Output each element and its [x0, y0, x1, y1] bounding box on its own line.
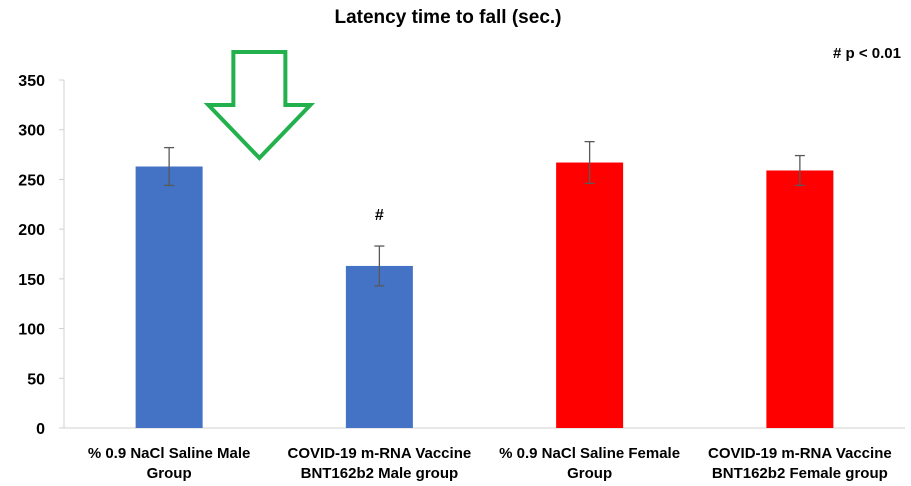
- y-tick-label: 250: [18, 172, 45, 189]
- x-category-label: COVID-19 m-RNA Vaccine: [708, 445, 892, 462]
- significance-markers: #: [375, 207, 384, 224]
- bars: [135, 162, 834, 429]
- x-category-label: % 0.9 NaCl Saline Female: [499, 445, 680, 462]
- y-tick-label: 100: [18, 322, 45, 339]
- y-tick-label: 150: [18, 272, 45, 289]
- bar: [135, 166, 203, 428]
- y-axis: 0 50 100 150 200 250 300 350: [18, 73, 65, 438]
- x-category-label: BNT162b2 Female group: [712, 465, 888, 482]
- bar: [556, 162, 624, 429]
- highlight-arrow: [203, 50, 316, 161]
- chart-title: Latency time to fall (sec.): [334, 7, 561, 28]
- error-bars: [164, 140, 805, 287]
- y-tick-label: 350: [18, 73, 45, 90]
- bar: [766, 170, 834, 429]
- y-tick-label: 50: [27, 371, 45, 388]
- bar: [345, 265, 413, 428]
- y-tick-label: 0: [36, 421, 45, 438]
- x-category-label: Group: [567, 465, 612, 482]
- x-category-label: Group: [147, 465, 192, 482]
- x-category-label: BNT162b2 Male group: [301, 465, 459, 482]
- x-category-label: COVID-19 m-RNA Vaccine: [288, 445, 472, 462]
- category-labels: % 0.9 NaCl Saline Male Group COVID-19 m-RN…: [88, 445, 892, 482]
- x-category-label: % 0.9 NaCl Saline Male: [88, 445, 251, 462]
- y-tick-label: 300: [18, 123, 45, 140]
- y-tick-label: 200: [18, 222, 45, 239]
- down-arrow-icon: [203, 50, 316, 161]
- significance-marker: #: [375, 207, 384, 224]
- significance-note: # p < 0.01: [833, 45, 901, 62]
